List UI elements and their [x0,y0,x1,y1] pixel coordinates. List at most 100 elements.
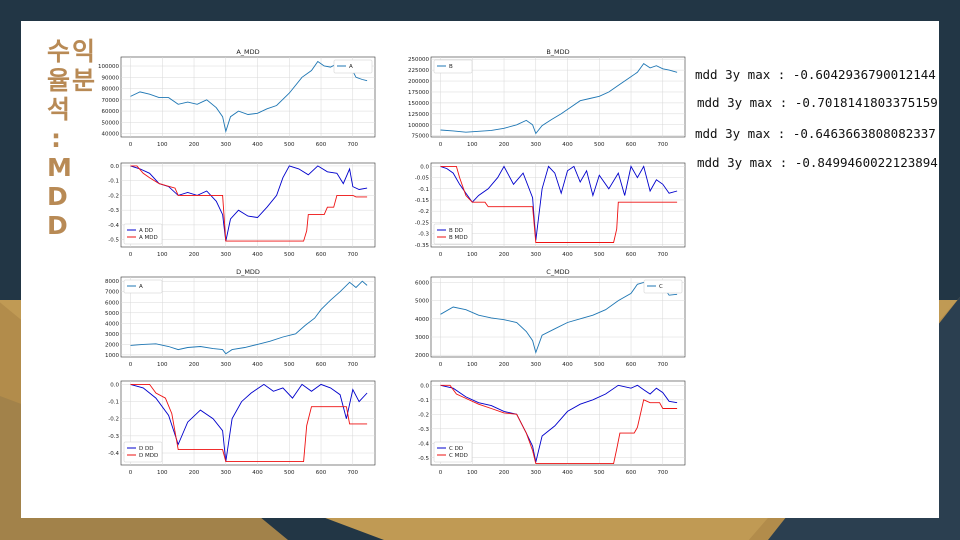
x-tick-label: 300 [531,470,542,476]
x-tick-label: 500 [284,470,295,476]
y-tick-label: 0.0 [110,382,119,388]
legend-label: D MDD [139,453,158,459]
legend-label: C DD [449,446,463,452]
y-tick-label: -0.05 [415,176,430,182]
y-tick-label: -0.25 [415,220,430,226]
y-tick-label: 4000 [415,317,429,323]
x-tick-label: 100 [157,142,168,148]
x-tick-label: 500 [284,252,295,258]
x-tick-label: 500 [594,252,605,258]
series-line-b-mdd [440,165,678,243]
x-tick-label: 200 [189,142,200,148]
y-tick-label: 80000 [102,87,120,93]
chart-title: C_MDD [546,268,569,276]
x-tick-label: 400 [252,252,263,258]
legend-box [433,441,473,463]
x-tick-label: 0 [439,142,443,148]
legend-label: B DD [449,228,463,234]
x-tick-label: 300 [531,142,542,148]
y-tick-label: 7000 [105,290,119,296]
x-tick-label: 100 [157,252,168,258]
title-line-6: D [47,182,70,211]
y-tick-label: -0.5 [108,238,119,244]
x-tick-label: 200 [499,252,510,258]
x-tick-label: 100 [157,362,168,368]
x-tick-label: 200 [499,142,510,148]
y-tick-label: -0.4 [108,223,119,229]
mdd-text-4: mdd 3y max : -0.8499460022123894 [697,155,938,170]
mdd-text-3: mdd 3y max : -0.6463663808082337 [695,126,936,141]
x-tick-label: 300 [221,142,232,148]
y-tick-label: 8000 [105,279,119,285]
legend-box [433,223,473,245]
chart-title: A_MDD [236,48,259,56]
y-tick-label: 40000 [102,132,120,138]
x-tick-label: 500 [284,362,295,368]
legend-box [123,279,163,294]
y-tick-label: -0.1 [418,398,429,404]
series-line-b [440,62,678,135]
plot-area [430,162,686,248]
x-tick-label: 300 [531,362,542,368]
mdd-text-1: mdd 3y max : -0.6042936790012144 [695,67,936,82]
chart-c-mdd-price: C_MDD 0 100 200 300 400 500 600 700 2000 3000 4000 5… [415,268,686,368]
title-line-3: 석 [47,95,73,124]
plot-area [430,276,686,358]
legend-box [123,441,163,463]
legend-label: C [659,284,663,290]
x-tick-label: 500 [594,362,605,368]
y-tick-label: -0.4 [418,441,429,447]
mdd-text-2: mdd 3y max : -0.7018141803375159 [697,95,938,110]
y-tick-label: -0.2 [418,209,429,215]
y-tick-label: 100000 [98,64,119,70]
x-tick-label: 500 [284,142,295,148]
y-tick-label: 125000 [408,112,429,118]
chart-title: B_MDD [546,48,569,56]
y-tick-label: -0.3 [418,427,429,433]
y-tick-label: 175000 [408,90,429,96]
y-tick-label: -0.1 [108,400,119,406]
y-tick-label: 4000 [105,321,119,327]
chart-d-mdd-price: D_MDD 0 100 200 300 400 500 600 700 1000 2000 3000 4… [105,268,376,368]
y-tick-label: -0.3 [108,434,119,440]
x-tick-label: 400 [252,142,263,148]
y-tick-label: 0.0 [420,383,429,389]
series-line-d-dd [130,383,368,462]
x-tick-label: 700 [658,470,669,476]
chart-a-mdd-price: A_MDD 0 100 200 300 400 500 600 700 40000 50000 600… [98,48,376,148]
x-tick-label: 700 [348,470,359,476]
x-tick-label: 700 [348,362,359,368]
y-tick-label: 100000 [408,123,429,129]
x-tick-label: 0 [439,362,443,368]
y-tick-label: -0.4 [108,451,119,457]
title-line-1: 수익 [47,37,98,66]
legend-label: D DD [139,446,153,452]
x-tick-label: 300 [221,252,232,258]
x-tick-label: 200 [189,252,200,258]
legend-box [333,59,373,74]
legend-label: B [449,64,453,70]
series-line-a [130,280,368,355]
title-line-4: : [51,124,63,153]
y-tick-label: 5000 [415,299,429,305]
y-tick-label: 75000 [412,134,430,140]
x-tick-label: 100 [467,470,478,476]
chart-b-drawdown: 0 100 200 300 400 500 600 700 -0.35 -0.3 -0.25 -0.2… [415,162,686,258]
y-tick-label: 200000 [408,79,429,85]
y-tick-label: -0.3 [418,232,429,238]
y-tick-label: -0.3 [108,208,119,214]
x-tick-label: 600 [316,252,327,258]
series-line-a-mdd [130,165,368,242]
x-tick-label: 0 [129,362,133,368]
plot-area [120,276,376,358]
series-line-a-dd [130,165,368,242]
y-tick-label: 90000 [102,75,120,81]
series-line-c-mdd [440,384,678,465]
y-tick-label: -0.1 [108,179,119,185]
series-line-b-dd [440,165,678,241]
x-tick-label: 100 [467,252,478,258]
x-tick-label: 0 [439,470,443,476]
y-tick-label: -0.2 [418,412,429,418]
x-tick-label: 700 [658,362,669,368]
x-tick-label: 400 [562,362,573,368]
